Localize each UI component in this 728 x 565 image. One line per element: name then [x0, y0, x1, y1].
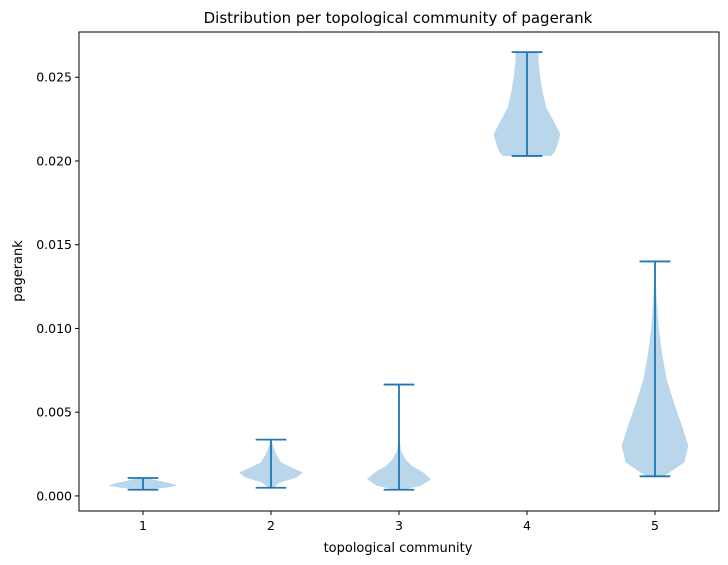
x-axis-label: topological community: [324, 541, 473, 556]
violin-3: [367, 383, 431, 491]
y-tick-label: 0.025: [36, 70, 72, 85]
y-tick-label: 0.010: [36, 321, 72, 336]
violin-1: [108, 477, 178, 491]
x-tick-label: 4: [523, 518, 531, 533]
x-tick-label: 1: [139, 518, 147, 533]
y-tick-label: 0.005: [36, 405, 72, 420]
x-tick-label: 5: [651, 518, 659, 533]
y-tick-label: 0.000: [36, 488, 72, 503]
violins-layer: [108, 51, 689, 491]
y-axis: 0.000 0.005 0.010 0.015 0.020 0.025: [36, 70, 79, 503]
violin-2: [239, 438, 303, 489]
violin-4: [493, 51, 561, 157]
x-tick-label: 3: [395, 518, 403, 533]
chart-title: Distribution per topological community o…: [204, 9, 593, 27]
x-tick-label: 2: [267, 518, 275, 533]
y-axis-label: pagerank: [11, 240, 26, 302]
violin-5: [621, 260, 689, 478]
y-tick-label: 0.020: [36, 153, 72, 168]
y-tick-label: 0.015: [36, 237, 72, 252]
x-axis: 1 2 3 4 5: [139, 511, 659, 533]
